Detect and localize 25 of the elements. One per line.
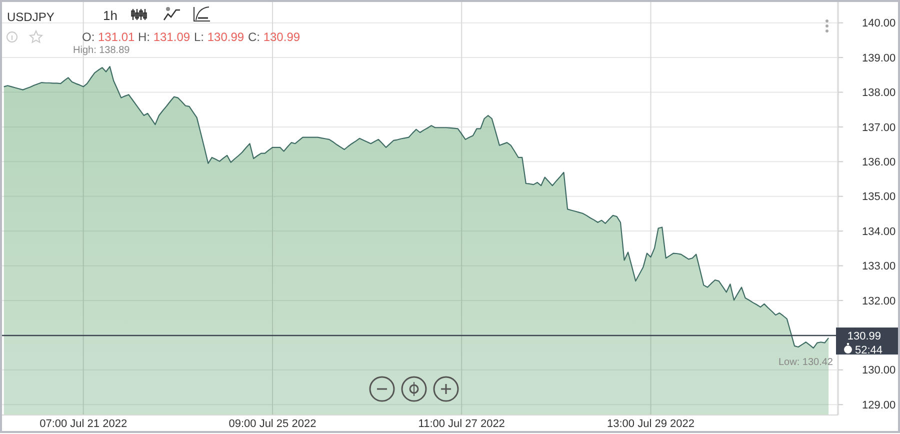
x-tick-label: 09:00 Jul 25 2022 — [228, 418, 316, 430]
y-tick-label: 135.00 — [862, 191, 896, 204]
y-tick-label: 133.00 — [862, 260, 896, 273]
y-tick-label: 136.00 — [862, 156, 896, 168]
text: 52:44 — [855, 344, 883, 356]
x-tick-label: 13:00 Jul 29 2022 — [607, 418, 694, 430]
y-tick-label: 132.00 — [862, 295, 896, 308]
annotation: C: 130.99 — [248, 30, 300, 44]
text: USDJPY — [7, 10, 54, 24]
annotation: O: 131.01 — [82, 30, 136, 44]
y-tick-label: 137.00 — [862, 122, 896, 134]
annotation: Low: 130.42 — [778, 357, 834, 368]
y-tick-label: 130.00 — [862, 364, 896, 377]
x-tick-label: 07:00 Jul 21 2022 — [40, 418, 128, 430]
annotation: High: 138.89 — [73, 45, 130, 56]
annotation: H: 131.09 — [138, 30, 190, 44]
y-tick-label: 140.00 — [862, 18, 896, 30]
x-tick-label: 11:00 Jul 27 2022 — [418, 418, 505, 430]
y-tick-label: 134.00 — [862, 226, 896, 238]
annotation: 1h — [103, 8, 118, 23]
annotation: L: 130.99 — [194, 30, 244, 44]
y-tick-label: 139.00 — [862, 52, 896, 64]
ref-line-label: 130.99 — [847, 330, 881, 342]
y-tick-label: 138.00 — [862, 87, 896, 100]
y-tick-label: 129.00 — [862, 399, 896, 412]
